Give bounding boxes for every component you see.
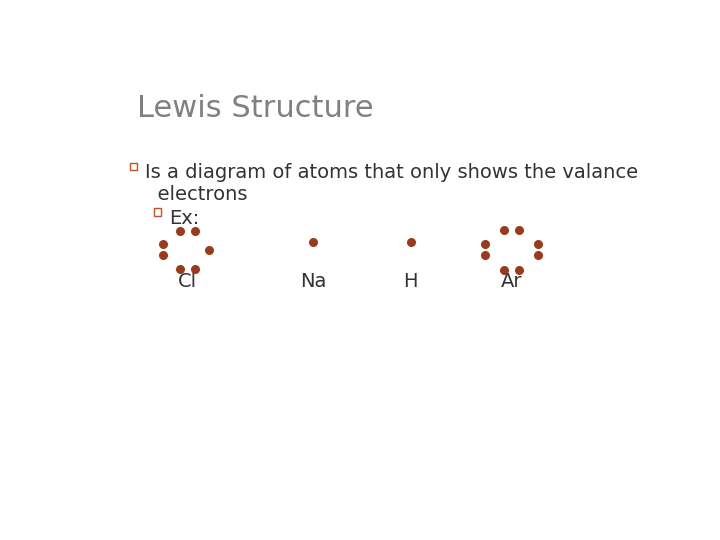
- Point: [307, 238, 319, 247]
- Point: [498, 266, 510, 274]
- Point: [479, 240, 490, 249]
- Point: [189, 227, 201, 235]
- Point: [513, 266, 524, 274]
- Text: Is a diagram of atoms that only shows the valance
  electrons: Is a diagram of atoms that only shows th…: [145, 163, 638, 204]
- Point: [532, 240, 544, 249]
- Text: Ar: Ar: [500, 272, 522, 291]
- Point: [532, 251, 544, 260]
- Point: [203, 246, 215, 254]
- Text: Lewis Structure: Lewis Structure: [138, 94, 374, 123]
- Text: Cl: Cl: [178, 272, 197, 291]
- Point: [157, 240, 168, 249]
- Point: [405, 238, 417, 247]
- FancyBboxPatch shape: [81, 58, 657, 487]
- Text: Ex:: Ex:: [168, 209, 199, 228]
- Text: H: H: [404, 272, 418, 291]
- Point: [479, 251, 490, 260]
- Bar: [130, 163, 138, 170]
- Point: [498, 226, 510, 234]
- Point: [513, 226, 524, 234]
- Bar: [154, 208, 161, 216]
- Point: [175, 264, 186, 273]
- Point: [189, 264, 201, 273]
- Text: Na: Na: [300, 272, 326, 291]
- Point: [175, 227, 186, 235]
- Point: [157, 251, 168, 260]
